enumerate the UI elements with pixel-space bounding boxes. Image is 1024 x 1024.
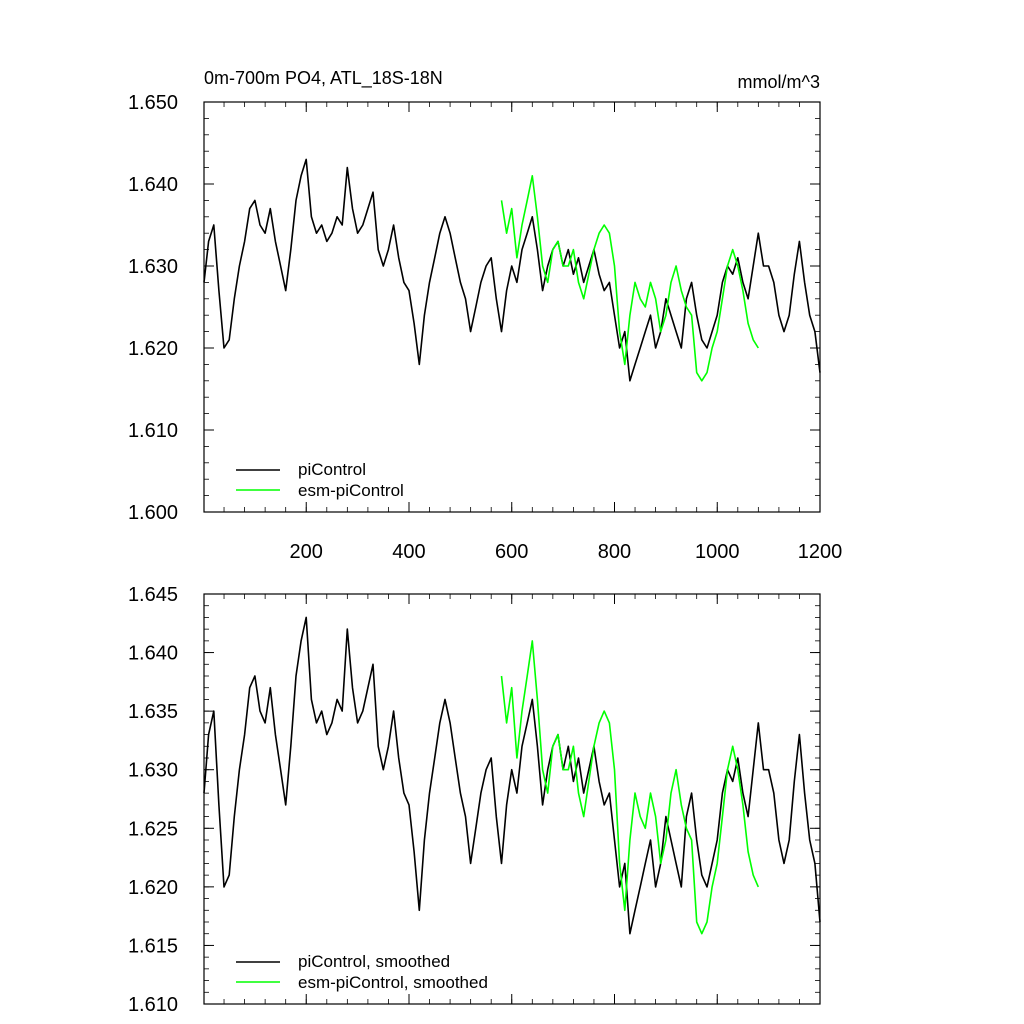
y-tick-label: 1.645 xyxy=(128,584,178,606)
y-tick-label: 1.620 xyxy=(128,877,178,899)
legend-label-esm-picontrol-smoothed: esm-piControl, smoothed xyxy=(298,973,488,992)
x-tick-label: 1000 xyxy=(695,541,740,563)
top-panel: 0m-700m PO4, ATL_18S-18N mmol/m^3 1.6001… xyxy=(128,68,842,563)
y-tick-label: 1.625 xyxy=(128,818,178,840)
bottom-panel-frame xyxy=(203,593,821,1005)
top-panel-ticks: 1.600 1.610 1.620 1.630 1.640 1.650 200 400 600 8… xyxy=(128,92,842,563)
y-tick-label: 1.610 xyxy=(128,994,178,1016)
legend-label-picontrol: piControl xyxy=(298,460,366,479)
y-tick-label: 1.630 xyxy=(128,760,178,782)
top-panel-series xyxy=(203,158,821,382)
y-tick-label: 1.600 xyxy=(128,502,178,524)
series-line-picontrol-smoothed xyxy=(203,616,821,935)
bottom-panel-legend: piControl, smoothed esm-piControl, smoot… xyxy=(236,952,488,992)
series-line-picontrol xyxy=(203,158,821,382)
x-tick-label: 800 xyxy=(598,541,631,563)
y-tick-label: 1.615 xyxy=(128,935,178,957)
series-line-esm-picontrol xyxy=(500,175,759,382)
legend-label-picontrol-smoothed: piControl, smoothed xyxy=(298,952,450,971)
units-label: mmol/m^3 xyxy=(738,72,820,92)
chart-title: 0m-700m PO4, ATL_18S-18N xyxy=(204,68,443,89)
y-tick-label: 1.640 xyxy=(128,643,178,665)
x-tick-label: 200 xyxy=(290,541,323,563)
y-tick-label: 1.630 xyxy=(128,256,178,278)
y-tick-label: 1.635 xyxy=(128,701,178,723)
top-panel-frame xyxy=(203,101,821,513)
bottom-panel-series xyxy=(203,616,821,935)
x-tick-label: 600 xyxy=(495,541,528,563)
bottom-panel-ticks: 1.610 1.615 1.620 1.625 1.630 1.635 1.640 1.645 xyxy=(128,584,821,1016)
legend-label-esm-picontrol: esm-piControl xyxy=(298,481,404,500)
y-tick-label: 1.620 xyxy=(128,338,178,360)
y-tick-label: 1.640 xyxy=(128,174,178,196)
series-line-esm-picontrol-smoothed xyxy=(500,640,760,935)
y-tick-label: 1.610 xyxy=(128,420,178,442)
x-tick-label: 1200 xyxy=(798,541,843,563)
top-panel-legend: piControl esm-piControl xyxy=(236,460,404,500)
y-tick-label: 1.650 xyxy=(128,92,178,114)
x-tick-label: 400 xyxy=(392,541,425,563)
bottom-panel: 1.610 1.615 1.620 1.625 1.630 1.635 1.640 1.645… xyxy=(128,584,821,1016)
